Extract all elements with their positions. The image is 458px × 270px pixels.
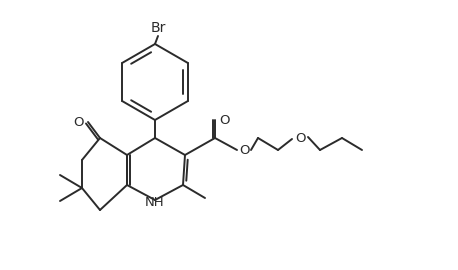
- Text: O: O: [73, 116, 83, 130]
- Text: O: O: [240, 144, 250, 157]
- Text: O: O: [219, 113, 229, 127]
- Text: Br: Br: [150, 21, 166, 35]
- Text: O: O: [295, 131, 305, 144]
- Text: NH: NH: [145, 197, 165, 210]
